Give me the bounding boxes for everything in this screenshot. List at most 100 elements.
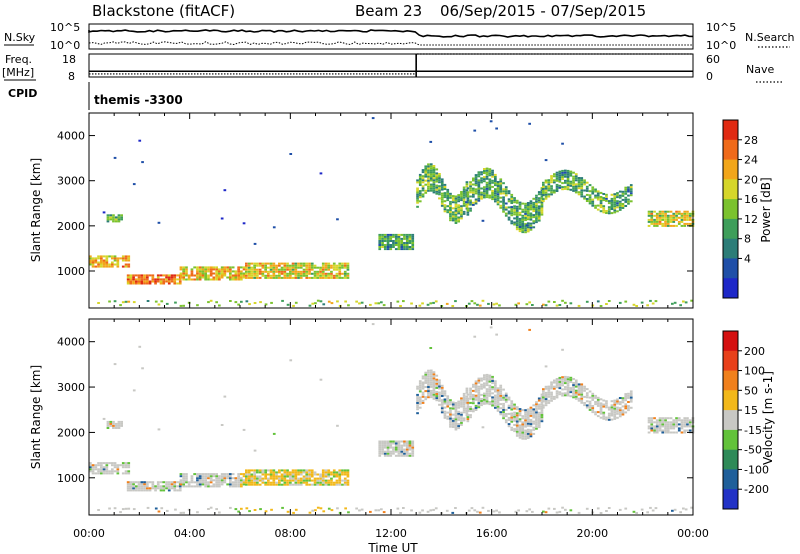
power-cell [330, 264, 333, 267]
power-cell [344, 300, 347, 303]
power-cell [451, 197, 455, 200]
velocity-cell [496, 387, 500, 390]
velocity-cell [532, 414, 536, 417]
velocity-cell [607, 408, 611, 411]
power-cell [474, 198, 478, 201]
power-cell [537, 217, 541, 220]
velocity-cell [278, 477, 281, 480]
velocity-cell [499, 413, 503, 416]
velocity-cell [499, 403, 503, 406]
velocity-cell [495, 509, 498, 512]
velocity-cell [518, 412, 522, 415]
velocity-cell [491, 396, 494, 399]
power-cell [429, 187, 433, 190]
power-cell [427, 175, 430, 178]
power-cell [272, 264, 276, 267]
power-cell [272, 262, 276, 265]
velocity-cell [580, 401, 584, 404]
power-cell [454, 211, 458, 214]
velocity-cell [473, 509, 477, 512]
power-cell [226, 266, 229, 269]
power-cell [261, 270, 265, 273]
velocity-cell [449, 413, 452, 416]
power-cell [261, 262, 265, 265]
velocity-cell [564, 392, 567, 395]
power-cell [577, 185, 581, 188]
velocity-cell [324, 481, 328, 484]
velocity-cell [146, 485, 149, 488]
power-cell [283, 274, 287, 277]
velocity-cell [537, 415, 541, 418]
power-cell [416, 193, 419, 196]
power-cell [346, 268, 350, 271]
power-cell [198, 276, 202, 279]
velocity-cell [182, 481, 185, 484]
power-cell [521, 220, 525, 223]
power-cell [427, 177, 430, 180]
velocity-cell [231, 485, 235, 488]
power-cell [341, 272, 344, 275]
velocity-cell [588, 390, 592, 393]
power-cell [521, 223, 525, 225]
power-cell [403, 248, 406, 251]
power-cell [316, 299, 320, 302]
power-cell [408, 233, 412, 236]
velocity-cell [654, 507, 658, 510]
power-cell [280, 276, 284, 279]
velocity-cell [605, 404, 608, 407]
velocity-cell [524, 413, 527, 416]
power-cell [481, 299, 485, 302]
power-cell [397, 242, 401, 244]
power-cell [256, 274, 259, 277]
power-cell [564, 185, 567, 188]
velocity-cell [661, 431, 665, 434]
velocity-cell [561, 378, 564, 381]
velocity-cell [477, 402, 481, 405]
power-cell [529, 202, 533, 205]
power-cell [102, 263, 106, 266]
velocity-cell [341, 479, 344, 482]
velocity-cell [403, 452, 406, 455]
velocity-cell [190, 481, 194, 484]
power-cell [480, 179, 483, 182]
velocity-cell [655, 423, 659, 426]
velocity-cell [114, 427, 118, 429]
power-cell [100, 263, 103, 266]
velocity-cell [537, 422, 541, 424]
velocity-cell [335, 483, 339, 486]
velocity-cell [346, 483, 350, 486]
power-cell [308, 304, 312, 307]
power-cell [677, 212, 681, 215]
velocity-cell [294, 475, 298, 478]
power-cell [558, 304, 562, 306]
velocity-cell [291, 471, 295, 474]
power-cell [518, 221, 522, 224]
velocity-cell [588, 402, 592, 405]
velocity-cell [198, 473, 202, 476]
power-cell [514, 303, 518, 306]
velocity-cell [580, 383, 584, 386]
velocity-cell [510, 418, 514, 421]
velocity-cell [462, 399, 466, 401]
power-cell [143, 280, 146, 283]
power-cell [330, 302, 334, 305]
velocity-cell [132, 489, 135, 492]
power-cell [321, 266, 325, 269]
velocity-cell [566, 388, 570, 391]
power-cell [555, 175, 559, 178]
power-cell [229, 274, 232, 277]
velocity-cell [517, 509, 520, 512]
velocity-cell [532, 420, 536, 423]
velocity-cell [418, 382, 422, 385]
velocity-cell [521, 429, 525, 432]
velocity-cell [599, 512, 603, 514]
power-cell [294, 270, 298, 273]
velocity-cell [537, 420, 541, 422]
velocity-cell [193, 473, 196, 476]
nsearch-trace [88, 41, 693, 46]
power-cell [621, 192, 625, 195]
power-cell [658, 216, 662, 219]
velocity-cell [547, 391, 551, 394]
power-cell [513, 217, 516, 220]
velocity-cell [405, 450, 409, 453]
